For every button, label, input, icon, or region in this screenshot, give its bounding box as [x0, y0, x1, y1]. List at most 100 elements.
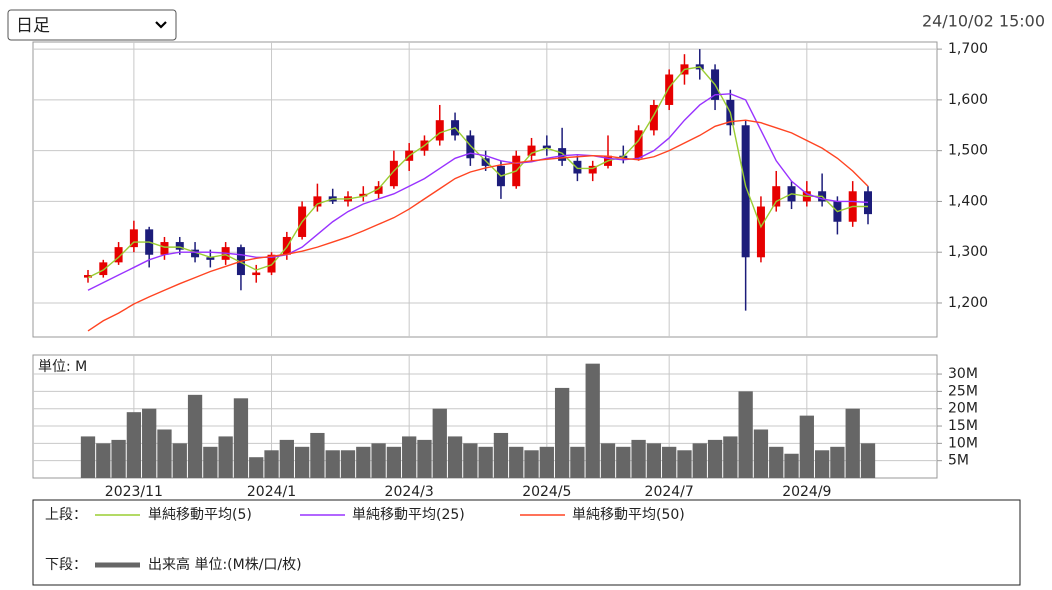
y-tick-label: 15M — [948, 418, 978, 434]
moving-average-line — [87, 119, 869, 332]
candle-body — [665, 74, 674, 105]
candle-body — [756, 206, 765, 258]
volume-bar — [111, 439, 126, 478]
volume-bar — [616, 446, 631, 478]
volume-bar — [570, 446, 585, 478]
volume-bar — [218, 436, 233, 478]
volume-bar — [325, 450, 340, 478]
candle-body — [864, 191, 872, 215]
x-tick-label: 2024/9 — [782, 484, 831, 500]
volume-bar — [463, 443, 478, 478]
candle-body — [741, 125, 750, 258]
candle-body — [558, 148, 567, 161]
x-tick-label: 2024/3 — [385, 484, 434, 500]
volume-bar — [753, 429, 769, 478]
candle-body — [389, 160, 398, 187]
volume-bar — [860, 443, 876, 478]
candle-body — [435, 120, 444, 141]
volume-bar — [738, 391, 753, 478]
volume-bar — [631, 439, 646, 478]
candle-body — [573, 160, 582, 174]
price-panel — [32, 41, 938, 338]
candle-body — [359, 193, 368, 197]
candle-body — [99, 262, 108, 276]
volume-bar — [203, 446, 218, 478]
candle-body — [206, 257, 215, 260]
volume-bar — [386, 446, 402, 478]
y-tick-label: 30M — [948, 366, 978, 382]
legend-upper-label: 上段： — [45, 507, 87, 523]
volume-bar — [830, 446, 845, 478]
candle-body — [191, 249, 200, 258]
volume-bar — [310, 432, 325, 478]
candle-body — [542, 145, 551, 149]
volume-bar — [646, 443, 662, 478]
volume-bar — [371, 443, 386, 478]
y-tick-label: 1,500 — [948, 143, 988, 159]
volume-bar — [432, 408, 447, 478]
volume-bar — [509, 446, 524, 478]
volume-bar — [249, 457, 264, 478]
volume-bar — [126, 412, 142, 478]
candle-body — [84, 275, 92, 278]
volume-bar — [662, 446, 677, 478]
volume-bar — [769, 446, 784, 478]
volume-bar — [157, 429, 172, 478]
volume-bar — [539, 446, 554, 478]
volume-bar — [187, 394, 203, 478]
legend-label: 出来高 単位:(M株/口/枚) — [148, 556, 302, 573]
volume-bar — [279, 439, 294, 478]
candle-body — [175, 242, 184, 250]
volume-bar — [447, 436, 463, 478]
volume-bar — [402, 436, 417, 478]
y-tick-label: 1,300 — [948, 244, 988, 260]
legend-label: 単純移動平均(25) — [352, 507, 465, 523]
y-tick-label: 1,200 — [948, 295, 988, 311]
volume-bar — [585, 363, 600, 478]
volume-unit: 単位: M — [38, 359, 87, 375]
period-select[interactable] — [7, 9, 177, 41]
volume-bar — [692, 443, 707, 478]
volume-bar — [294, 446, 310, 478]
volume-bar — [264, 450, 279, 478]
x-tick-label: 2024/5 — [522, 484, 571, 500]
x-tick-label: 2024/7 — [645, 484, 694, 500]
candle-body — [114, 247, 123, 263]
volume-bar — [417, 439, 432, 478]
y-tick-label: 1,700 — [948, 41, 988, 57]
volume-bar — [80, 436, 96, 478]
select-chevron[interactable] — [155, 21, 167, 29]
y-tick-label: 5M — [948, 453, 969, 469]
legend-label: 単純移動平均(5) — [148, 507, 252, 523]
volume-bar — [142, 408, 157, 478]
candle-body — [481, 158, 490, 166]
candle-body — [374, 186, 383, 194]
legend-box — [32, 499, 1021, 586]
y-tick-label: 1,600 — [948, 92, 988, 108]
timestamp: 24/10/02 15:00 — [922, 12, 1045, 31]
period-select-label[interactable]: 日足 — [16, 16, 50, 36]
y-tick-label: 10M — [948, 435, 978, 451]
volume-bar — [677, 450, 692, 478]
volume-bar — [356, 446, 371, 478]
volume-bar — [524, 450, 539, 478]
volume-bar — [233, 398, 249, 478]
x-tick-label: 2024/1 — [247, 484, 296, 500]
volume-bar — [172, 443, 187, 478]
y-tick-label: 20M — [948, 401, 978, 417]
legend-lower-label: 下段： — [45, 557, 87, 573]
x-tick-label: 2023/11 — [105, 484, 163, 500]
volume-bar — [96, 443, 111, 478]
volume-bar — [814, 450, 830, 478]
y-tick-label: 25M — [948, 383, 978, 399]
candle-body — [772, 186, 781, 207]
candle-body — [634, 130, 643, 159]
volume-bar — [478, 446, 493, 478]
candle-body — [267, 254, 276, 273]
volume-bar — [784, 453, 799, 478]
candle-body — [588, 165, 597, 174]
candle-body — [129, 229, 138, 248]
volume-bar — [493, 432, 509, 478]
